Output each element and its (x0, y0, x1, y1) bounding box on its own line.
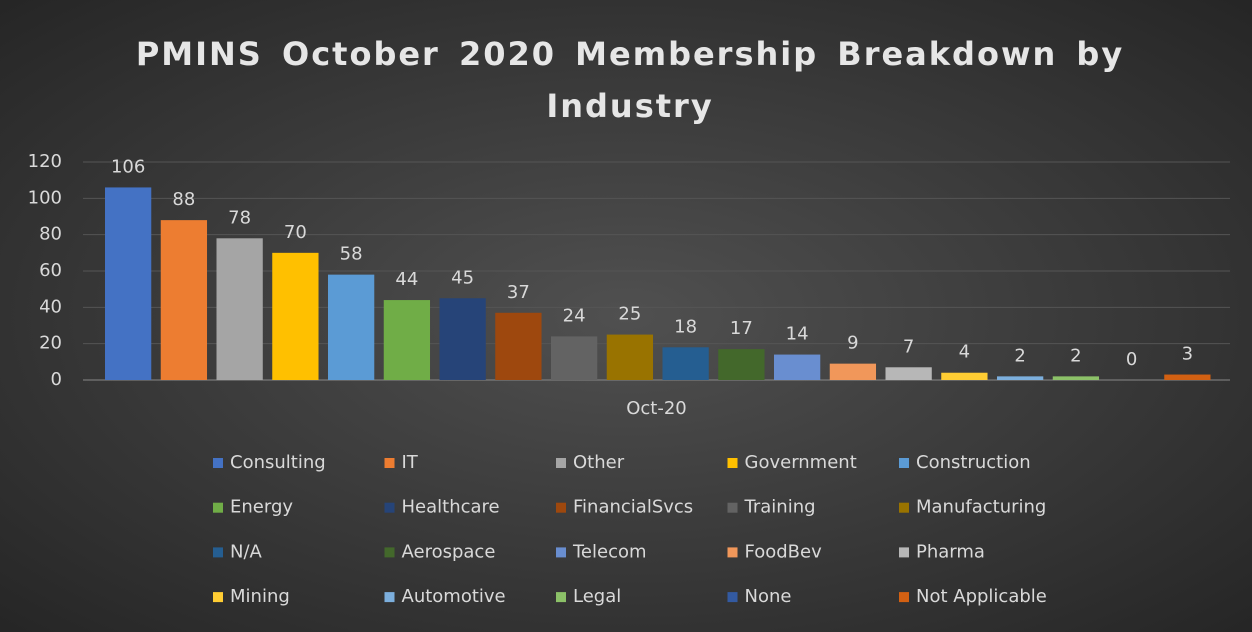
legend-label: N/A (230, 541, 263, 562)
data-label: 0 (1126, 349, 1137, 370)
legend-swatch (899, 547, 909, 558)
bar (1052, 376, 1100, 380)
legend-label: Legal (573, 586, 621, 607)
y-tick-label: 80 (39, 224, 62, 245)
legend-swatch (213, 458, 223, 468)
legend-label: Pharma (916, 541, 985, 562)
legend-label: Construction (916, 452, 1031, 473)
legend-swatch (899, 458, 909, 468)
bar (216, 238, 263, 380)
legend-swatch (556, 502, 566, 513)
bar (105, 187, 152, 380)
bar (495, 312, 542, 380)
bar (439, 298, 486, 380)
bar (662, 347, 709, 380)
legend-label: Energy (230, 497, 293, 518)
legend-swatch (556, 592, 566, 603)
data-label: 88 (172, 189, 195, 210)
legend-label: Healthcare (402, 497, 500, 518)
data-label: 18 (674, 316, 697, 337)
data-label: 37 (507, 282, 530, 303)
bar (551, 336, 598, 380)
legend-label: Consulting (230, 452, 326, 473)
legend-label: FoodBev (745, 541, 823, 562)
bar (829, 363, 877, 380)
legend-swatch (384, 592, 395, 603)
data-label: 17 (730, 318, 753, 339)
y-tick-label: 40 (39, 296, 62, 317)
y-tick-label: 120 (28, 151, 62, 172)
bar (160, 220, 208, 380)
legend-label: Aerospace (402, 541, 496, 562)
legend-label: Mining (230, 586, 290, 607)
bar (885, 367, 932, 380)
data-label: 70 (284, 222, 307, 243)
legend-label: None (745, 586, 792, 607)
legend-swatch (727, 458, 738, 468)
bar (1164, 374, 1211, 380)
data-label: 3 (1182, 344, 1193, 365)
bar (941, 372, 988, 380)
bar (606, 334, 654, 380)
chart-title: PMINS October 2020 Membership Breakdown … (135, 35, 1125, 125)
legend-swatch (727, 547, 738, 558)
legend-swatch (384, 458, 395, 468)
legend-swatch (213, 592, 223, 603)
legend-label: IT (402, 452, 419, 473)
data-label: 58 (340, 244, 363, 265)
bar (328, 274, 375, 380)
data-label: 2 (1070, 345, 1081, 366)
data-label: 2 (1014, 345, 1025, 366)
data-label: 14 (786, 324, 809, 345)
legend-label: Not Applicable (916, 586, 1047, 607)
legend-label: Training (744, 497, 816, 518)
legend-swatch (556, 547, 566, 558)
legend-swatch (384, 547, 395, 558)
legend-label: FinancialSvcs (573, 497, 693, 518)
x-tick-label: Oct-20 (626, 398, 687, 419)
y-tick-label: 20 (39, 333, 62, 354)
y-tick-label: 0 (51, 369, 62, 390)
legend-label: Automotive (402, 586, 506, 607)
legend-swatch (899, 592, 909, 603)
bar (383, 300, 431, 380)
bar (997, 376, 1044, 380)
legend-label: Telecom (572, 541, 647, 562)
legend-swatch (556, 458, 566, 468)
legend-swatch (727, 592, 738, 603)
data-label: 9 (847, 333, 858, 354)
bar (272, 252, 319, 380)
bar (774, 354, 821, 380)
data-label: 45 (451, 267, 474, 288)
data-label: 4 (959, 342, 970, 363)
y-tick-label: 60 (39, 260, 62, 281)
y-tick-label: 100 (28, 187, 62, 208)
data-label: 24 (563, 305, 586, 326)
legend-label: Government (745, 452, 857, 473)
legend-label: Manufacturing (916, 497, 1046, 518)
legend-label: Other (573, 452, 625, 473)
legend-swatch (384, 502, 395, 513)
legend-swatch (727, 502, 738, 513)
legend-swatch (213, 502, 223, 513)
legend-swatch (899, 502, 909, 513)
data-label: 7 (903, 336, 914, 357)
bar (718, 349, 765, 380)
data-label: 44 (395, 269, 418, 290)
data-label: 106 (111, 156, 145, 177)
legend-swatch (213, 547, 223, 558)
data-label: 78 (228, 207, 251, 228)
data-label: 25 (618, 304, 641, 325)
